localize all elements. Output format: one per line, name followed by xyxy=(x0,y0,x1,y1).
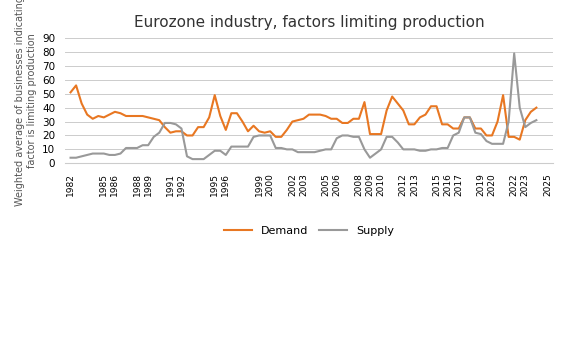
Supply xyxy=(516,106,523,110)
Demand xyxy=(73,83,80,87)
Demand xyxy=(217,114,224,118)
Legend: Demand, Supply: Demand, Supply xyxy=(220,221,398,240)
Supply xyxy=(511,51,517,55)
Demand xyxy=(151,117,157,121)
Line: Demand: Demand xyxy=(70,85,536,140)
Demand xyxy=(233,111,240,115)
Demand xyxy=(67,90,74,95)
Supply xyxy=(217,149,224,153)
Supply xyxy=(211,149,218,153)
Title: Eurozone industry, factors limiting production: Eurozone industry, factors limiting prod… xyxy=(133,15,485,30)
Supply xyxy=(533,118,540,122)
Supply xyxy=(233,144,240,149)
Supply xyxy=(306,150,312,154)
Y-axis label: Weighted average of businesses indicating
factor is limiting production: Weighted average of businesses indicatin… xyxy=(15,0,36,206)
Line: Supply: Supply xyxy=(70,53,536,159)
Supply xyxy=(145,143,152,147)
Supply xyxy=(67,156,74,160)
Demand xyxy=(511,135,517,139)
Supply xyxy=(189,157,196,161)
Demand xyxy=(211,93,218,97)
Demand xyxy=(533,106,540,110)
Demand xyxy=(306,113,312,117)
Demand xyxy=(516,138,523,142)
